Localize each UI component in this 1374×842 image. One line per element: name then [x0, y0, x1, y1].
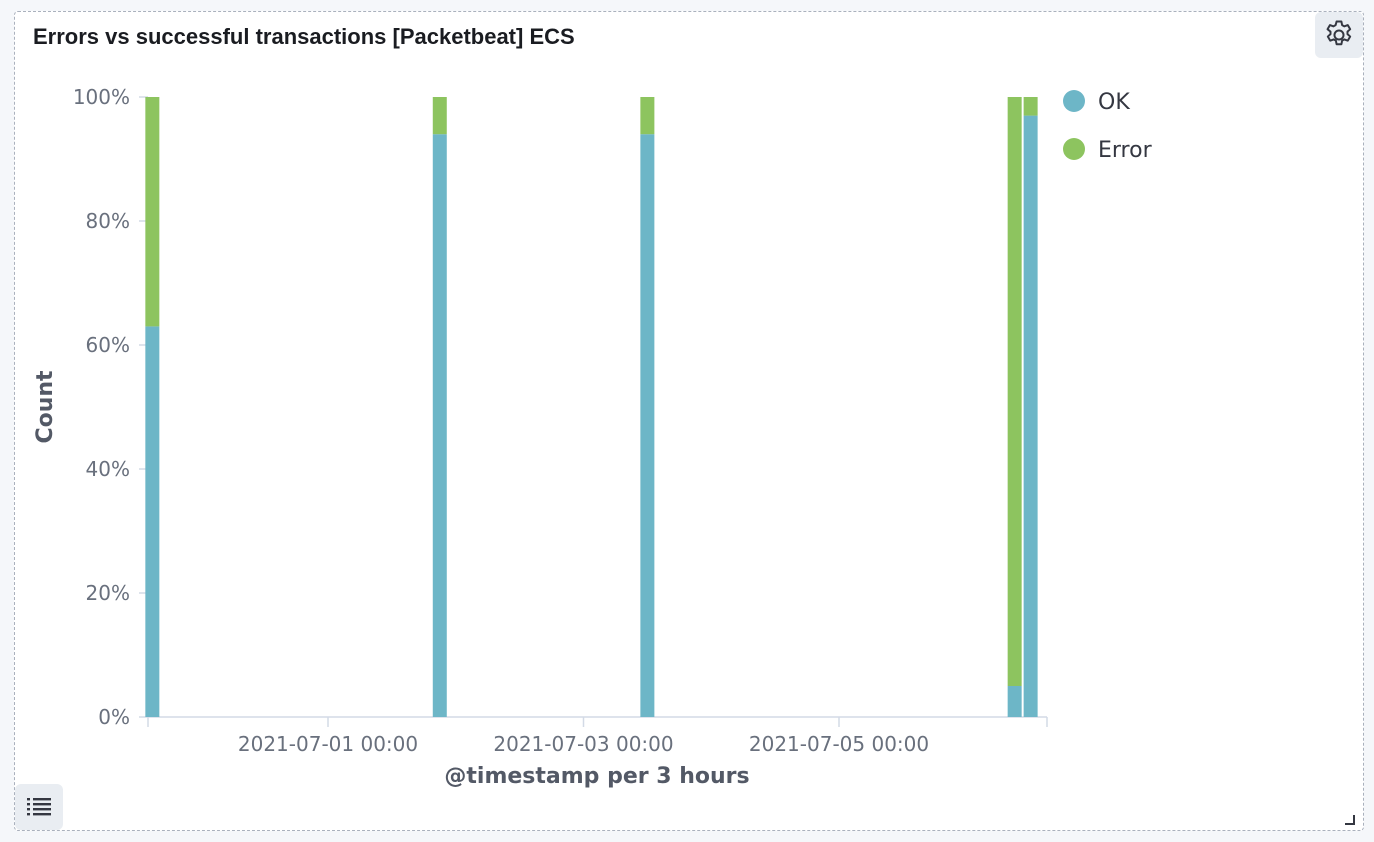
x-tick-label: 2021-07-01 00:00	[238, 732, 418, 756]
panel-options-button[interactable]	[1315, 12, 1363, 58]
bar-segment-error[interactable]	[432, 97, 447, 135]
legend-label: OK	[1098, 90, 1130, 115]
legend-item-ok[interactable]: OK	[1063, 90, 1130, 115]
bar-segment-ok[interactable]	[432, 134, 447, 717]
bar-segment-error[interactable]	[1023, 97, 1038, 116]
y-axis: 0% 20% 40% 60% 80% 100%	[73, 85, 149, 729]
legend: OK Error	[1063, 90, 1153, 163]
list-icon	[27, 798, 51, 816]
legend-label: Error	[1098, 138, 1153, 163]
bar-segment-ok[interactable]	[1007, 686, 1022, 717]
y-tick-label: 0%	[98, 705, 130, 729]
bars	[145, 97, 1038, 718]
legend-toggle-button[interactable]	[15, 784, 63, 830]
bar-segment-ok[interactable]	[1023, 115, 1038, 718]
y-tick-label: 80%	[86, 209, 130, 233]
legend-swatch	[1063, 90, 1085, 112]
resize-handle[interactable]	[1345, 812, 1355, 825]
bar-segment-error[interactable]	[640, 97, 655, 135]
y-axis-title: Count	[33, 370, 58, 444]
x-tick-label: 2021-07-05 00:00	[749, 732, 929, 756]
y-tick-label: 60%	[86, 333, 130, 357]
bar-chart: 0%20%40%60%80%100% 2021-07-01 00:00 2021-…	[33, 85, 1153, 789]
visualization-panel: Errors vs successful transactions [Packe…	[14, 11, 1364, 831]
panel-title: Errors vs successful transactions [Packe…	[33, 24, 575, 49]
x-tick-label: 2021-07-03 00:00	[493, 732, 673, 756]
y-tick-label: 40%	[86, 457, 130, 481]
gear-icon	[1326, 20, 1352, 46]
bar-segment-error[interactable]	[145, 97, 160, 327]
y-tick-label: 100%	[73, 85, 130, 109]
x-axis: 2021-07-01 00:00 2021-07-03 00:00 2021-07-…	[147, 716, 1048, 756]
resize-corner-icon	[1345, 815, 1355, 825]
x-axis-title: @timestamp per 3 hours	[444, 764, 749, 789]
bar-segment-ok[interactable]	[640, 134, 655, 717]
legend-item-error[interactable]: Error	[1063, 138, 1153, 163]
y-tick-label: 20%	[86, 581, 130, 605]
legend-swatch	[1063, 138, 1085, 160]
bar-segment-error[interactable]	[1007, 97, 1022, 686]
bar-segment-ok[interactable]	[145, 326, 160, 717]
